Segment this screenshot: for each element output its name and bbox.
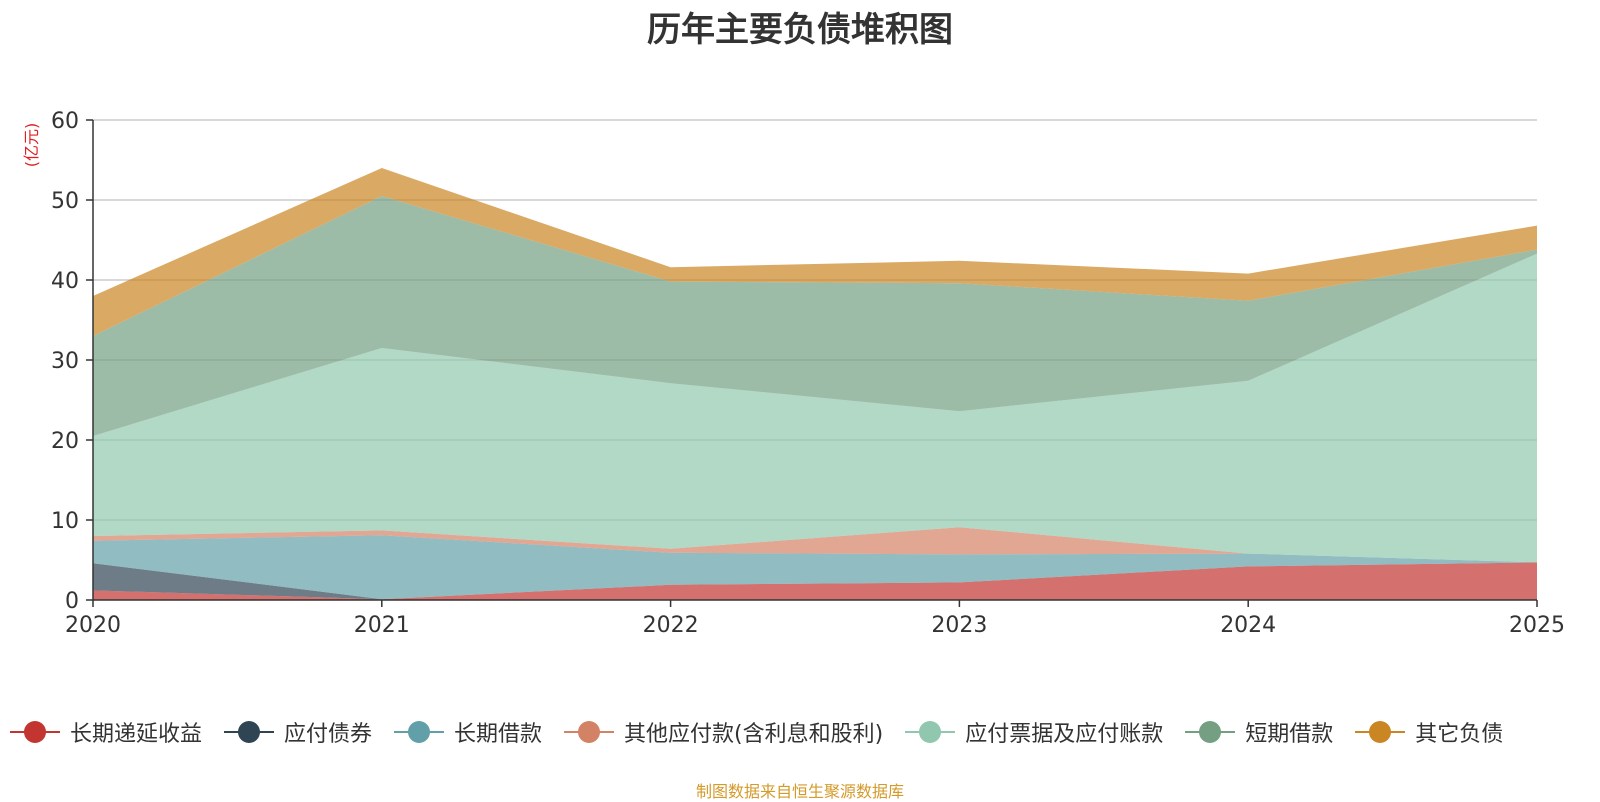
legend-item[interactable]: 其他应付款(含利息和股利): [564, 716, 883, 748]
stacked-areas: [93, 168, 1537, 600]
legend-marker-icon: [10, 720, 60, 744]
x-tick-label: 2023: [931, 613, 987, 638]
x-tick-label: 2025: [1509, 613, 1565, 638]
legend-label: 短期借款: [1245, 722, 1334, 747]
data-source-footer: 制图数据来自恒生聚源数据库: [695, 782, 904, 801]
legend-marker-icon: [905, 720, 956, 744]
legend-marker-icon: [1185, 720, 1236, 744]
x-tick-label: 2021: [354, 613, 410, 638]
legend-label: 应付票据及应付账款: [965, 722, 1164, 747]
x-tick-label: 2024: [1220, 613, 1276, 638]
legend-item[interactable]: 长期借款: [394, 716, 542, 748]
legend-label: 其它负债: [1415, 722, 1504, 747]
y-tick-label: 0: [65, 589, 79, 614]
x-tick-label: 2020: [65, 613, 121, 638]
legend-marker-icon: [224, 720, 275, 744]
legend-marker-icon: [1355, 720, 1406, 744]
legend-marker-icon: [564, 720, 615, 744]
area-其它负债: [93, 168, 1537, 336]
legend-label: 应付债券: [284, 722, 373, 747]
legend-item[interactable]: 应付票据及应付账款: [905, 716, 1163, 748]
chart-title: 历年主要负债堆积图: [647, 10, 953, 50]
axes: 0 10 20 30 40 50 60 2020 2021 2022 2023 2024 2025: [51, 109, 1565, 638]
area-长期递延收益: [93, 562, 1537, 600]
legend-label: 长期递延收益: [70, 722, 203, 747]
y-tick-label: 30: [51, 349, 79, 374]
y-tick-label: 50: [51, 189, 79, 214]
area-其他应付款(含利息和股利): [93, 527, 1537, 563]
legend-item[interactable]: 长期递延收益: [10, 716, 202, 748]
legend-item[interactable]: 短期借款: [1185, 716, 1333, 748]
y-tick-label: 20: [51, 429, 79, 454]
legend-label: 其他应付款(含利息和股利): [624, 722, 884, 747]
legend-item[interactable]: 其它负债: [1355, 716, 1503, 748]
y-tick-label: 40: [51, 269, 79, 294]
area-长期借款: [93, 535, 1537, 600]
area-短期借款: [93, 196, 1537, 436]
y-axis-unit-label: (亿元): [22, 123, 41, 168]
legend-label: 长期借款: [454, 722, 543, 747]
y-tick-label: 60: [51, 109, 79, 134]
x-tick-label: 2022: [643, 613, 699, 638]
area-应付票据及应付账款: [93, 253, 1537, 563]
legend: 长期递延收益 应付债券 长期借款 其他应付款(含利息和股利) 应付票据及应付账款 短期借款…: [10, 716, 1600, 748]
y-tick-label: 10: [51, 509, 79, 534]
legend-marker-icon: [394, 720, 445, 744]
legend-item[interactable]: 应付债券: [224, 716, 372, 748]
